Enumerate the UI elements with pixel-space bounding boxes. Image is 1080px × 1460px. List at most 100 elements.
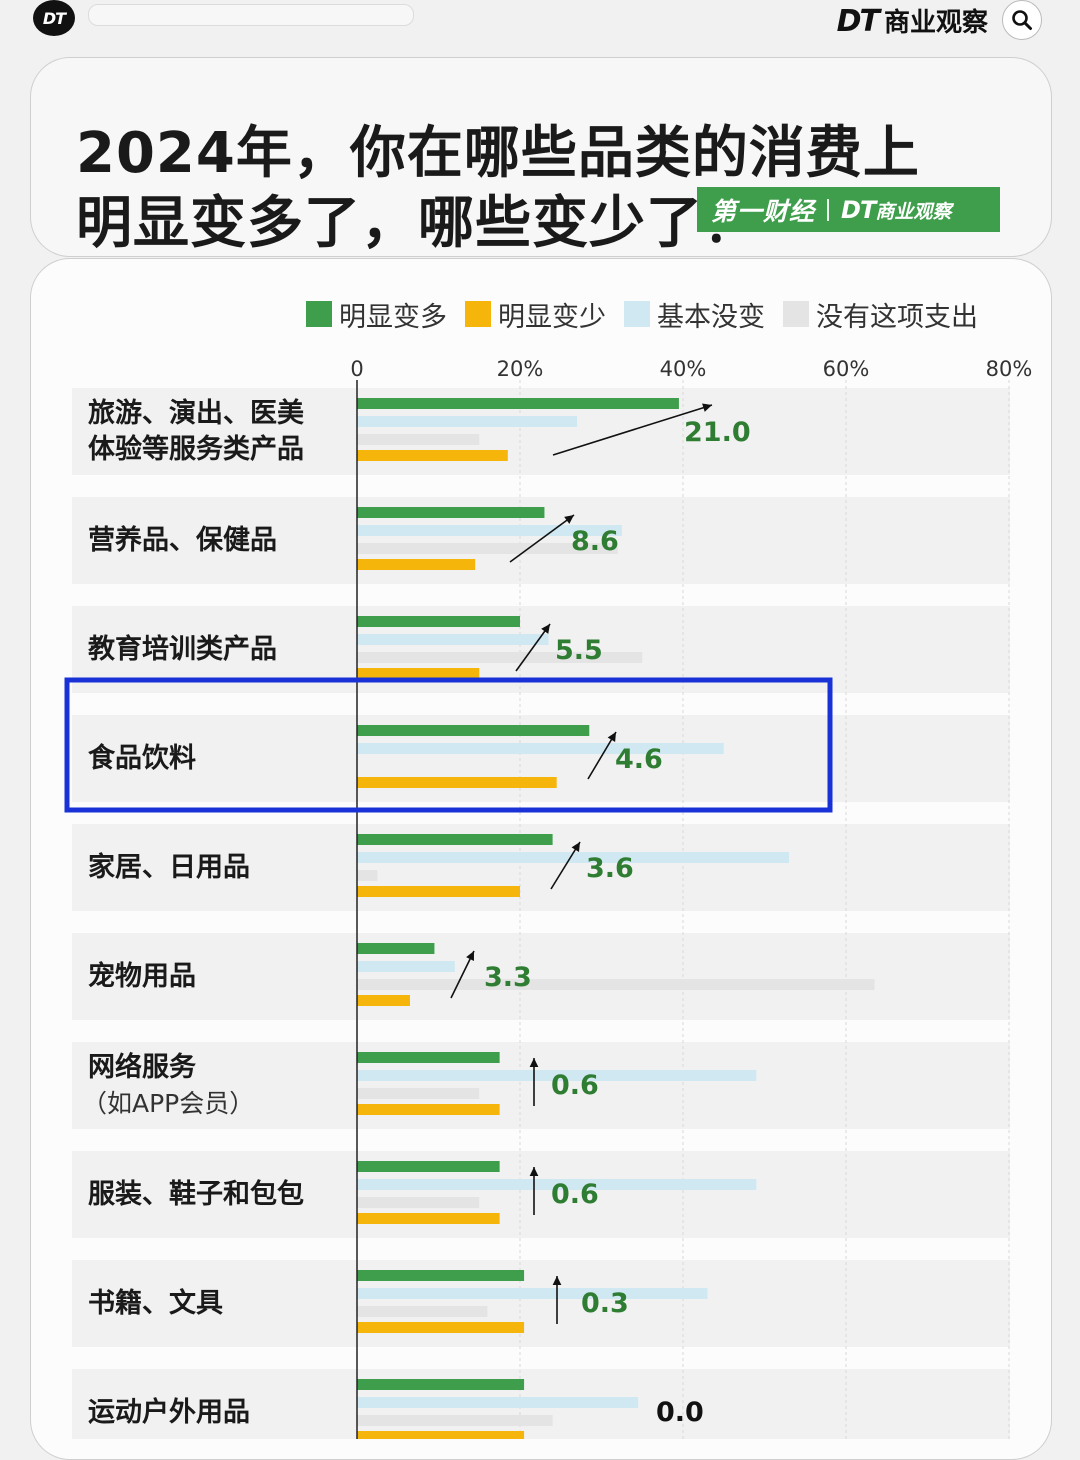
net-change-arrowhead xyxy=(564,515,574,524)
bar-more xyxy=(357,507,545,518)
bar-more xyxy=(357,616,520,627)
bar-same xyxy=(357,1397,639,1408)
category-label: 网络服务 （如APP会员） xyxy=(82,1050,254,1122)
badge-dt-text: 商业观察 xyxy=(875,200,952,223)
bar-more xyxy=(357,1161,500,1172)
legend-swatch-none xyxy=(783,301,809,327)
bar-less xyxy=(357,668,480,679)
legend-item-none: 没有这项支出 xyxy=(783,295,978,334)
x-tick-label: 0 xyxy=(350,357,363,381)
net-change-label: 3.3 xyxy=(484,962,532,993)
bar-none xyxy=(357,979,875,990)
net-change-arrowhead xyxy=(541,624,550,634)
legend-label-less: 明显变少 xyxy=(498,301,606,333)
bar-same xyxy=(357,1179,757,1190)
net-change-label: 3.6 xyxy=(586,853,634,884)
net-change-arrowhead xyxy=(529,1058,539,1068)
brand-name: DT 商业观察 xyxy=(837,2,988,39)
category-label: 营养品、保健品 xyxy=(88,523,277,559)
x-tick-label: 40% xyxy=(660,357,707,381)
row-background xyxy=(72,1151,1010,1238)
bar-none xyxy=(357,434,480,445)
bar-more xyxy=(357,725,590,736)
net-change-arrow xyxy=(550,841,581,890)
legend-item-less: 明显变少 xyxy=(465,295,606,334)
chart-title-line2: 明显变多了，哪些变少了？ xyxy=(76,191,760,256)
legend-label-same: 基本没变 xyxy=(657,301,765,333)
net-change-arrow xyxy=(509,514,575,563)
dt-logo[interactable]: DT xyxy=(33,0,75,36)
bar-more xyxy=(357,1052,500,1063)
bar-same xyxy=(357,961,455,972)
search-icon xyxy=(1012,10,1032,30)
brand-text: 商业观察 xyxy=(883,8,988,38)
bar-none xyxy=(357,1197,480,1208)
category-label-line: 体验等服务类产品 xyxy=(88,433,304,465)
row-background xyxy=(72,933,1010,1020)
x-tick-label: 80% xyxy=(986,357,1033,381)
highlight-box xyxy=(64,677,833,813)
legend-item-more: 明显变多 xyxy=(306,295,447,334)
bar-less xyxy=(357,1431,525,1439)
category-label: 旅游、演出、医美 体验等服务类产品 xyxy=(88,396,304,468)
net-change-arrowhead xyxy=(529,1167,539,1177)
bar-less xyxy=(357,886,520,897)
category-label: 家居、日用品 xyxy=(88,850,250,886)
bar-same xyxy=(357,525,622,536)
net-change-label: 0.6 xyxy=(551,1179,599,1210)
category-label: 书籍、文具 xyxy=(88,1286,223,1322)
bar-none xyxy=(357,870,378,881)
top-bar: DT DT 商业观察 xyxy=(0,0,1080,44)
legend-label-none: 没有这项支出 xyxy=(816,301,978,333)
bar-same xyxy=(357,634,549,645)
legend-swatch-more xyxy=(306,301,332,327)
bar-less xyxy=(357,450,508,461)
bar-same xyxy=(357,743,724,754)
net-change-arrowhead xyxy=(571,842,580,852)
category-label-line: 宠物用品 xyxy=(88,960,196,992)
brand-dt-mark: DT xyxy=(836,4,880,39)
net-change-arrowhead xyxy=(466,951,474,961)
category-label-line: 营养品、保健品 xyxy=(88,524,277,556)
category-label-line: 教育培训类产品 xyxy=(88,633,277,665)
category-label-line: 服装、鞋子和包包 xyxy=(88,1178,304,1210)
net-change-arrow xyxy=(515,623,551,672)
net-change-arrowhead xyxy=(702,403,712,412)
category-label-line: 网络服务 xyxy=(88,1051,196,1083)
bar-none xyxy=(357,543,618,554)
bar-more xyxy=(357,943,435,954)
search-button[interactable] xyxy=(1002,0,1042,40)
search-input[interactable] xyxy=(88,4,414,26)
bar-less xyxy=(357,1104,500,1115)
row-background xyxy=(72,1260,1010,1347)
category-label: 教育培训类产品 xyxy=(88,632,277,668)
bar-more xyxy=(357,1270,525,1281)
bar-less xyxy=(357,1322,525,1333)
bar-none xyxy=(357,1306,488,1317)
category-sublabel: （如APP会员） xyxy=(82,1088,255,1118)
net-change-label: 0.6 xyxy=(551,1070,599,1101)
net-change-arrow xyxy=(587,731,617,780)
net-change-label: 5.5 xyxy=(555,635,603,666)
bar-none xyxy=(357,1088,480,1099)
net-change-label: 4.6 xyxy=(615,744,663,775)
badge-dt-mark: DT xyxy=(841,195,876,224)
chart-legend: 明显变多 明显变少 基本没变 没有这项支出 xyxy=(306,295,996,334)
net-change-arrowhead xyxy=(552,1276,562,1286)
badge-divider xyxy=(827,198,830,221)
source-badge: 第一财经 DT商业观察 xyxy=(697,187,1000,232)
badge-dt: DT商业观察 xyxy=(841,196,951,224)
net-change-arrow xyxy=(552,404,713,456)
chart-title-line1: 2024年，你在哪些品类的消费上 xyxy=(76,121,920,186)
bar-less xyxy=(357,1213,500,1224)
x-tick-label: 60% xyxy=(823,357,870,381)
bar-more xyxy=(357,1379,525,1390)
bar-same xyxy=(357,1070,757,1081)
net-change-label: 0.3 xyxy=(581,1288,629,1319)
bar-same xyxy=(357,416,578,427)
legend-swatch-less xyxy=(465,301,491,327)
x-tick-label: 20% xyxy=(497,357,544,381)
legend-label-more: 明显变多 xyxy=(339,301,447,333)
bar-less xyxy=(357,995,410,1006)
